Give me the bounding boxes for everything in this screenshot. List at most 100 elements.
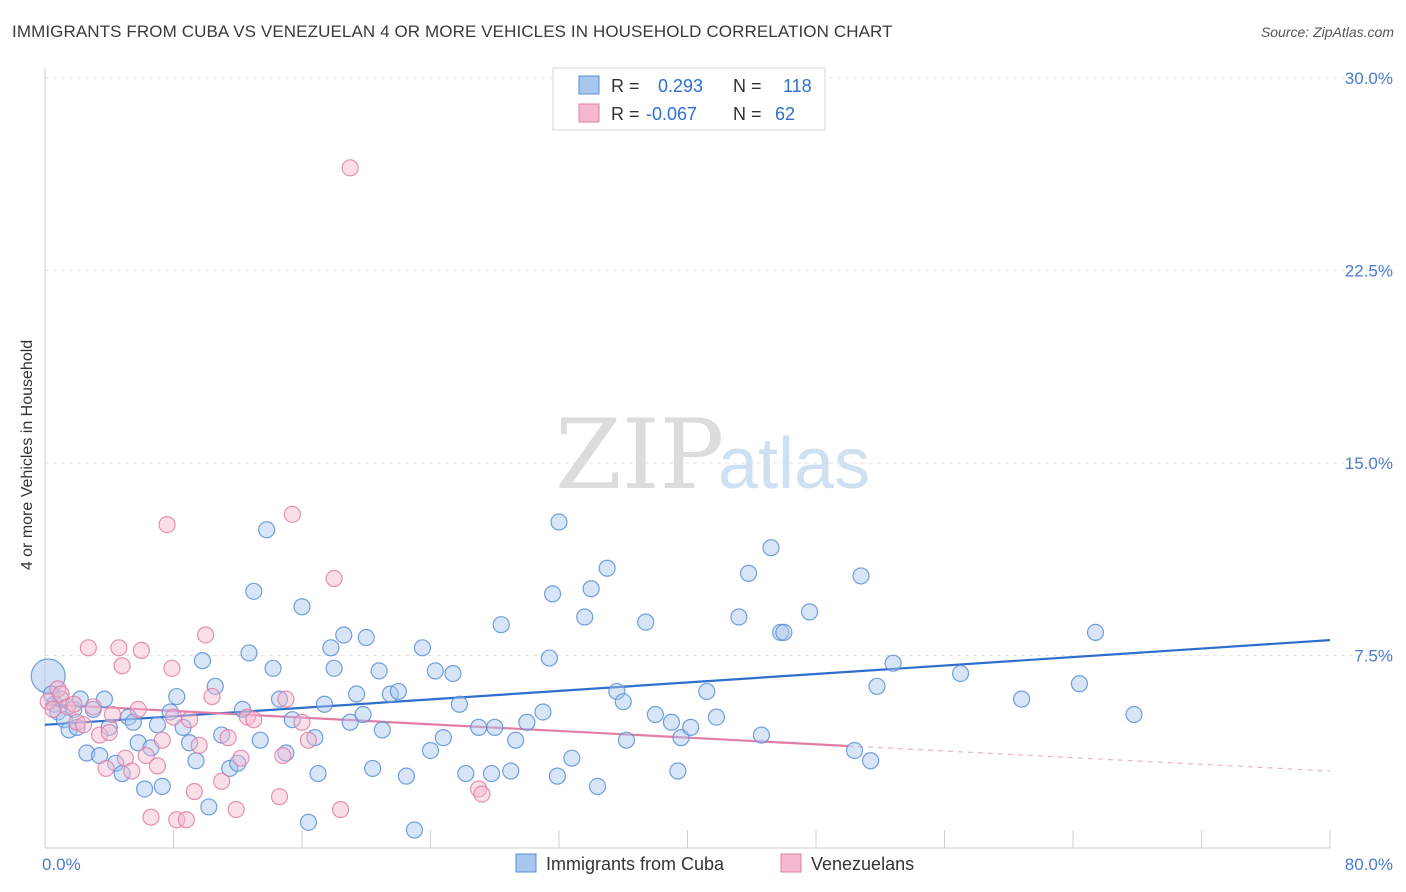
point-cuba-69 (457, 764, 475, 783)
point-cuba-78 (540, 649, 558, 667)
point-venezuelans-45 (299, 731, 318, 749)
point-cuba-44 (293, 598, 311, 616)
point-cuba-93 (669, 762, 687, 780)
point-venezuelans-34 (213, 772, 231, 790)
series-legend: Immigrants from Cuba Venezuelans (515, 853, 914, 874)
point-cuba-70 (470, 718, 488, 736)
point-venezuelans-12 (100, 723, 118, 742)
correlation-legend: R = 0.293 N = 118 R = -0.067 N = 62 (552, 67, 826, 131)
point-venezuelans-14 (110, 639, 128, 657)
legend-r-value-venezuelans: -0.067 (646, 104, 697, 124)
point-cuba-15 (107, 754, 125, 772)
point-cuba-58 (373, 721, 391, 739)
watermark-atlas: atlas (718, 424, 870, 504)
point-cuba-86 (598, 559, 616, 577)
point-venezuelans-49 (470, 780, 488, 798)
point-cuba-76 (518, 713, 536, 731)
point-cuba-97 (707, 708, 726, 726)
point-cuba-63 (413, 639, 432, 657)
point-cuba-87 (608, 682, 626, 701)
point-cuba-19 (129, 734, 147, 752)
point-cuba-96 (698, 682, 716, 701)
point-venezuelans-46 (325, 569, 343, 588)
point-venezuelans-21 (142, 808, 160, 826)
series-legend-swatch-cuba (515, 853, 537, 873)
point-cuba-38 (251, 731, 269, 749)
point-venezuelans-33 (203, 687, 221, 706)
point-cuba-36 (240, 644, 258, 662)
point-cuba-51 (335, 626, 353, 644)
point-venezuelans-32 (197, 626, 215, 644)
point-cuba-111 (1012, 690, 1031, 708)
point-cuba-101 (762, 539, 780, 557)
point-cuba-47 (309, 764, 327, 783)
point-cuba-10 (78, 744, 96, 762)
point-venezuelans-10 (91, 726, 109, 744)
point-cuba-107 (862, 752, 880, 770)
point-venezuelans-37 (232, 749, 250, 767)
point-cuba-110 (951, 664, 970, 683)
point-venezuelans-50 (473, 785, 491, 803)
legend-n-value-venezuelans: 62 (775, 104, 795, 124)
legend-n-label-cuba: N = (733, 76, 762, 96)
point-cuba-98 (730, 608, 748, 626)
point-cuba-77 (534, 703, 552, 721)
point-cuba-82 (563, 749, 581, 767)
point-venezuelans-44 (293, 713, 311, 731)
point-venezuelans-43 (283, 505, 301, 523)
point-venezuelans-1 (44, 700, 62, 719)
point-cuba-104 (800, 603, 819, 621)
point-venezuelans-36 (227, 800, 245, 819)
point-venezuelans-20 (137, 746, 155, 765)
point-venezuelans-47 (331, 800, 350, 819)
point-venezuelans-22 (148, 757, 167, 775)
point-cuba-68 (450, 695, 469, 713)
point-cuba-0 (30, 658, 66, 694)
point-venezuelans-9 (84, 698, 102, 716)
point-venezuelans-30 (185, 782, 203, 801)
legend-n-label-venezuelans: N = (733, 104, 762, 124)
point-venezuelans-17 (123, 762, 141, 780)
series-legend-label-cuba: Immigrants from Cuba (546, 854, 725, 874)
legend-n-value-cuba: 118 (783, 76, 812, 96)
point-cuba-28 (187, 752, 205, 770)
point-cuba-73 (492, 616, 510, 634)
point-cuba-41 (270, 690, 289, 708)
point-venezuelans-48 (341, 159, 359, 177)
point-cuba-48 (315, 695, 334, 713)
point-venezuelans-27 (168, 811, 186, 829)
point-cuba-34 (229, 754, 247, 772)
point-venezuelans-42 (277, 690, 295, 708)
axes (44, 68, 1331, 849)
point-cuba-105 (845, 741, 864, 760)
point-cuba-75 (507, 731, 525, 749)
watermark-zip: ZIP (555, 399, 724, 511)
grid-lines (45, 77, 1390, 656)
legend-swatch-cuba (578, 75, 600, 95)
point-cuba-66 (434, 729, 452, 747)
point-cuba-54 (354, 705, 372, 724)
point-cuba-56 (364, 759, 382, 778)
point-cuba-49 (322, 639, 340, 657)
point-cuba-57 (370, 662, 388, 680)
point-cuba-53 (348, 685, 366, 703)
point-cuba-61 (397, 767, 416, 785)
point-cuba-89 (617, 731, 636, 749)
trend-line-cuba (44, 639, 1331, 726)
tick-labels: 7.5% 15.0% 22.5% 30.0% 0.0% 80.0% (42, 69, 1393, 874)
point-venezuelans-35 (219, 729, 237, 747)
legend-swatch-venezuelans (578, 103, 600, 123)
point-cuba-79 (543, 585, 562, 603)
point-cuba-40 (264, 659, 282, 677)
data-points (30, 159, 1143, 839)
point-cuba-24 (161, 703, 179, 721)
point-cuba-100 (752, 726, 770, 744)
point-cuba-31 (206, 677, 224, 695)
point-cuba-50 (325, 659, 343, 677)
point-cuba-88 (614, 693, 632, 711)
point-cuba-55 (357, 628, 375, 647)
point-cuba-60 (389, 682, 407, 701)
point-cuba-103 (775, 623, 793, 642)
point-venezuelans-2 (49, 680, 67, 698)
point-cuba-108 (868, 677, 886, 695)
